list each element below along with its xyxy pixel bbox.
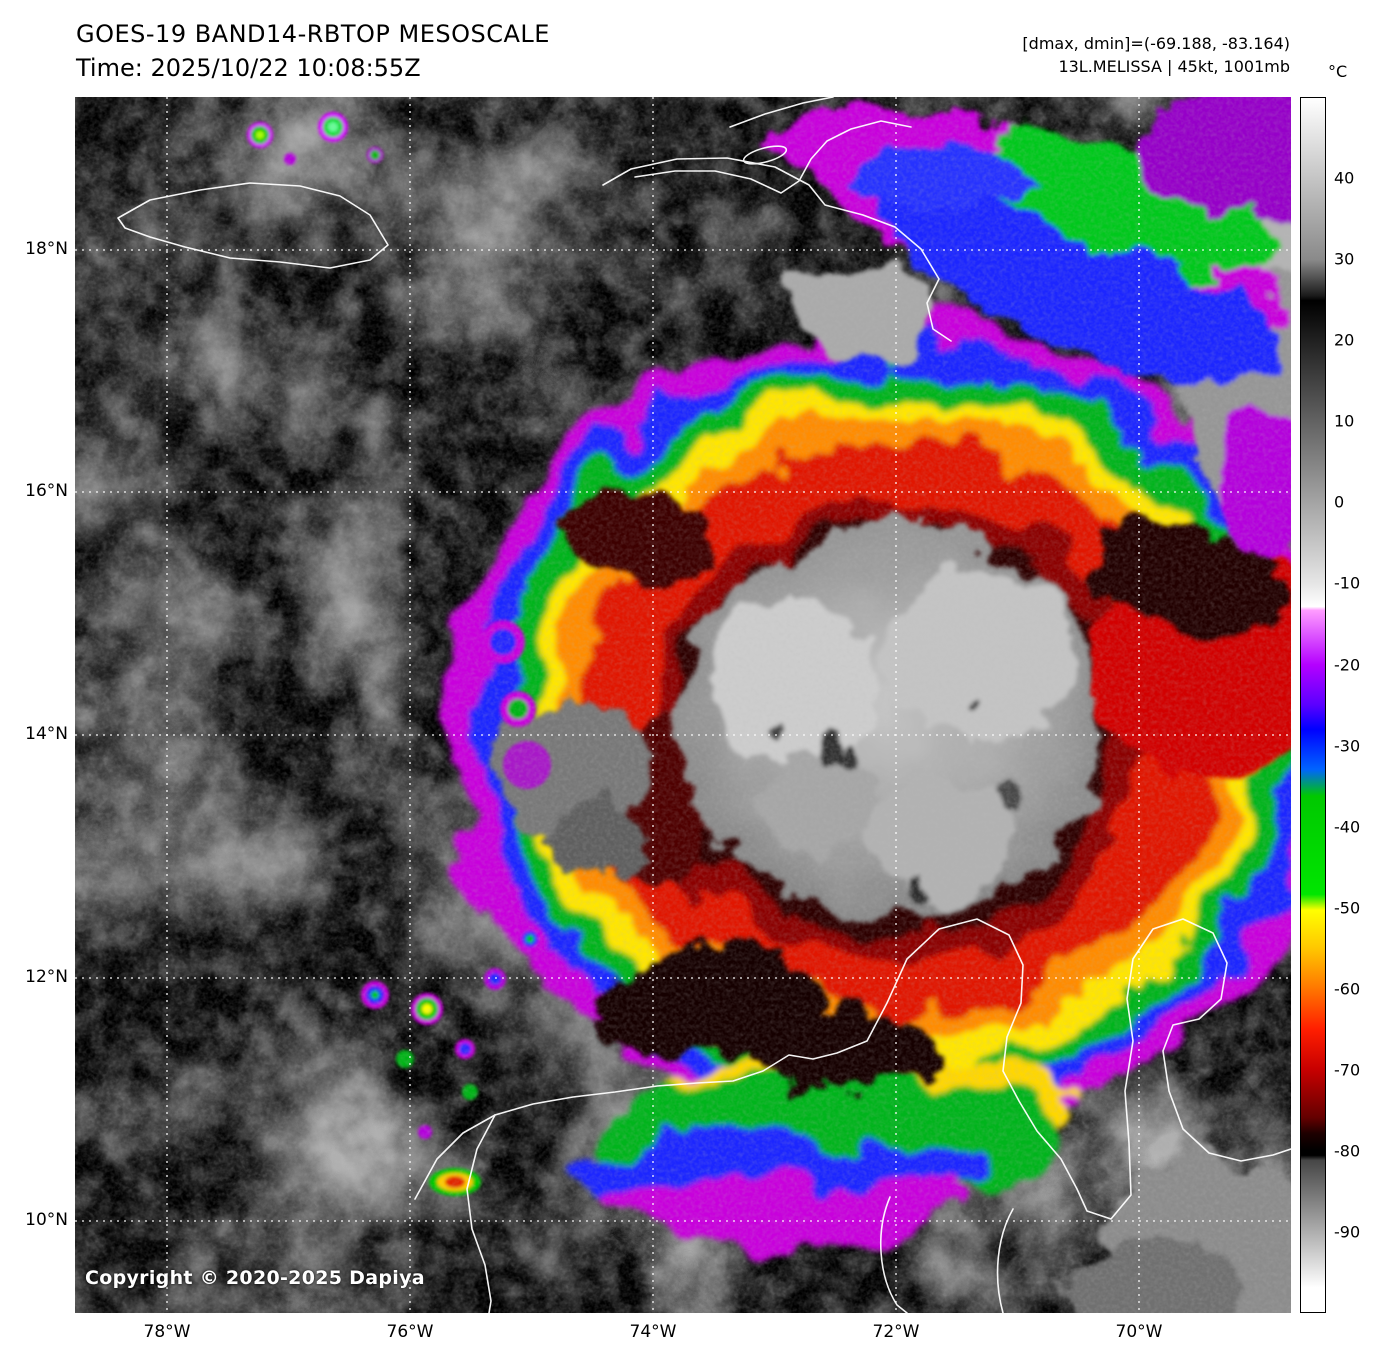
satellite-map: Copyright © 2020-2025 Dapiya: [75, 97, 1291, 1313]
storm-info: 13L.MELISSA | 45kt, 1001mb: [1058, 57, 1290, 76]
cb-tick: -40: [1334, 817, 1361, 837]
dmax-dmin-readout: [dmax, dmin]=(-69.188, -83.164): [1022, 34, 1290, 53]
lon-label-78w: 78°W: [143, 1322, 191, 1342]
cb-tick: 10: [1334, 411, 1355, 431]
cb-tick: -60: [1334, 979, 1361, 999]
cb-tick: -80: [1334, 1141, 1361, 1161]
timestamp: Time: 2025/10/22 10:08:55Z: [76, 54, 421, 82]
coastlines: [117, 97, 1291, 1313]
lon-label-74w: 74°W: [629, 1322, 677, 1342]
cb-tick: -90: [1334, 1222, 1361, 1242]
cb-tick: -50: [1334, 898, 1361, 918]
lat-label-18n: 18°N: [25, 239, 68, 259]
cb-tick: -70: [1334, 1060, 1361, 1080]
lat-label-16n: 16°N: [25, 481, 68, 501]
satellite-image: [75, 97, 1291, 1313]
cb-tick: -30: [1334, 736, 1361, 756]
temperature-colorbar: [1300, 97, 1326, 1313]
lat-label-10n: 10°N: [25, 1210, 68, 1230]
lat-label-12n: 12°N: [25, 967, 68, 987]
lat-label-14n: 14°N: [25, 724, 68, 744]
cb-tick: -20: [1334, 655, 1361, 675]
cb-tick: 0: [1334, 492, 1345, 512]
lon-label-76w: 76°W: [386, 1322, 434, 1342]
lon-label-72w: 72°W: [872, 1322, 920, 1342]
lon-label-70w: 70°W: [1115, 1322, 1163, 1342]
cb-tick: 20: [1334, 330, 1355, 350]
cb-tick: 40: [1334, 168, 1355, 188]
copyright-watermark: Copyright © 2020-2025 Dapiya: [85, 1267, 425, 1289]
product-title: GOES-19 BAND14-RBTOP MESOSCALE: [76, 20, 550, 48]
cb-tick: 30: [1334, 249, 1355, 269]
cb-tick: -10: [1334, 573, 1361, 593]
colorbar-unit-label: °C: [1328, 62, 1348, 81]
colorbar-tick-labels: 40 30 20 10 0 -10 -20 -30 -40 -50 -60 -7…: [1334, 97, 1384, 1313]
